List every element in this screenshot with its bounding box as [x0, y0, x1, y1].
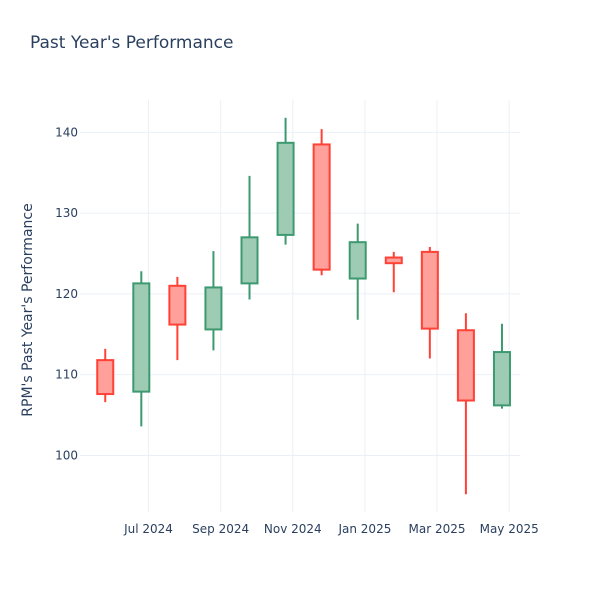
- y-tick-label: 120: [55, 287, 78, 301]
- candle-body: [168, 284, 187, 326]
- candle-body: [420, 250, 439, 330]
- candle-decreasing: [384, 251, 403, 293]
- candle-increasing: [132, 271, 151, 427]
- x-tick-label: Jan 2025: [337, 522, 391, 536]
- candle-increasing: [240, 175, 259, 300]
- y-tick-label: 140: [55, 125, 78, 139]
- candle-increasing: [492, 323, 511, 409]
- candle-decreasing: [96, 348, 115, 403]
- candle-body: [492, 351, 511, 407]
- candle-increasing: [204, 251, 223, 351]
- x-tick-label: May 2025: [480, 522, 539, 536]
- candle-decreasing: [312, 129, 331, 276]
- y-tick-label: 130: [55, 206, 78, 220]
- candle-increasing: [276, 117, 295, 245]
- candle-body: [312, 143, 331, 271]
- y-tick-label: 110: [55, 368, 78, 382]
- candle-body: [132, 282, 151, 393]
- candles: [96, 117, 511, 495]
- candle-body: [348, 241, 367, 280]
- candle-body: [276, 141, 295, 236]
- x-tick-label: Jul 2024: [123, 522, 173, 536]
- x-tick-label: Mar 2025: [409, 522, 466, 536]
- chart-title: Past Year's Performance: [30, 33, 234, 53]
- candle-body: [240, 236, 259, 285]
- candle-decreasing: [420, 247, 439, 359]
- candle-increasing: [348, 223, 367, 320]
- y-tick-label: 100: [55, 448, 78, 462]
- candle-decreasing: [456, 313, 475, 495]
- x-tick-label: Nov 2024: [264, 522, 322, 536]
- candle-body: [96, 359, 115, 396]
- candle-body: [456, 329, 475, 402]
- x-tick-label: Sep 2024: [192, 522, 249, 536]
- candle-body: [384, 256, 403, 265]
- candle-body: [204, 286, 223, 331]
- tick-labels: 100 110 120 130 140 Jul 2024 Sep 2024 Nov 2024 J…: [55, 125, 539, 536]
- candle-decreasing: [168, 276, 187, 361]
